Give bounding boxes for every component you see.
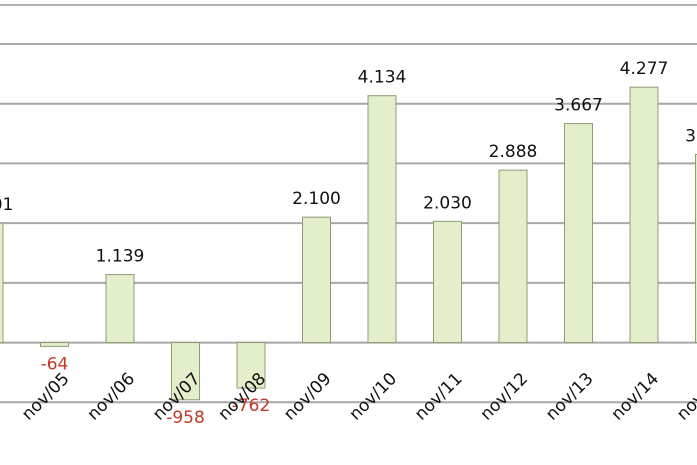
x-tick-label: nov/12 <box>476 369 532 425</box>
bar <box>498 169 528 344</box>
bar <box>40 342 69 347</box>
x-tick-label: nov/14 <box>607 369 663 425</box>
value-label: 3.150 <box>685 126 697 146</box>
bar <box>105 274 135 344</box>
value-label: 1.139 <box>96 247 145 267</box>
value-label: -958 <box>166 408 205 428</box>
value-label: 2.100 <box>292 189 341 209</box>
x-tick-label: nov/05 <box>18 369 74 425</box>
bar <box>171 342 200 401</box>
x-tick-label: nov/15 <box>673 369 697 425</box>
value-label: 4.277 <box>620 59 669 79</box>
value-label: 2.001 <box>0 195 13 215</box>
value-label: -762 <box>232 396 271 416</box>
value-label: -64 <box>41 354 69 374</box>
value-label: 4.134 <box>358 68 407 88</box>
bar <box>629 86 659 344</box>
value-label: 2.888 <box>489 142 538 162</box>
x-tick-label: nov/10 <box>345 369 401 425</box>
bar <box>302 216 331 344</box>
x-tick-label: nov/09 <box>280 369 336 425</box>
bar <box>367 95 397 344</box>
x-tick-label: nov/06 <box>83 369 139 425</box>
x-tick-label: nov/13 <box>542 369 598 425</box>
bar <box>695 153 697 344</box>
value-label: 3.667 <box>554 96 603 116</box>
bar <box>0 222 4 344</box>
x-tick-label: nov/11 <box>411 369 467 425</box>
value-label: 2.030 <box>423 193 472 213</box>
bar <box>433 220 462 344</box>
bar <box>236 342 266 389</box>
bar <box>564 123 593 344</box>
